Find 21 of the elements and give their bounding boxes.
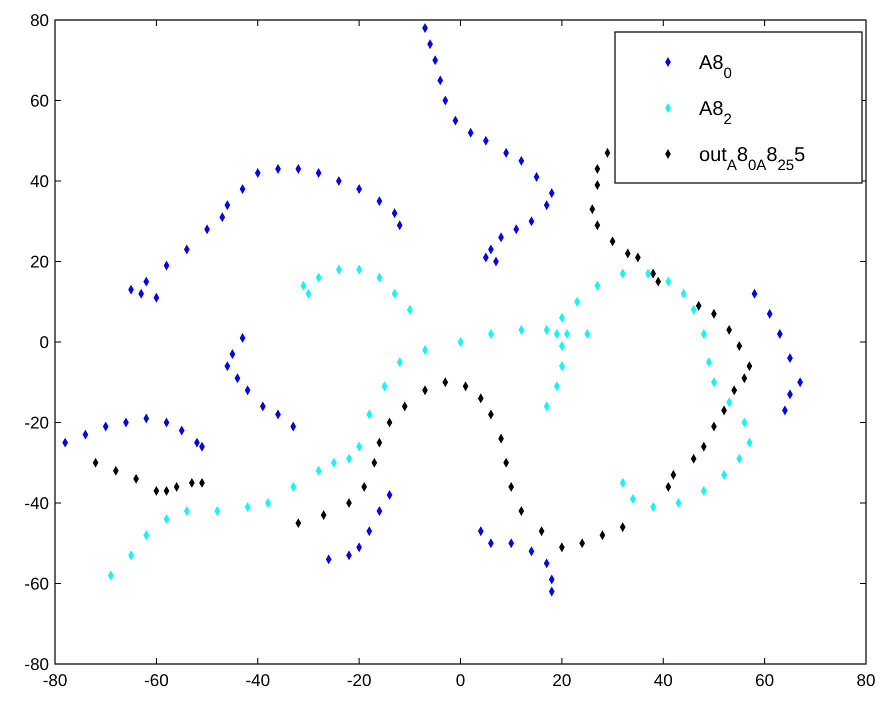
y-tick-label: -60	[24, 574, 49, 594]
y-tick-label: -20	[24, 414, 49, 432]
x-tick-label: -60	[144, 671, 169, 690]
x-tick-label: 60	[755, 671, 774, 690]
y-tick-label: -40	[24, 494, 49, 513]
legend-label: A8$_{0}$	[699, 52, 732, 82]
x-tick-label: 80	[856, 671, 876, 690]
x-tick-label: 40	[654, 671, 673, 690]
x-tick-label: -80	[42, 671, 68, 690]
x-tick-label: 0	[456, 671, 466, 690]
y-tick-label: 80	[30, 11, 49, 30]
x-tick-label: 20	[552, 671, 572, 690]
y-tick-label: 0	[40, 333, 49, 352]
y-tick-label: 40	[30, 172, 49, 191]
y-tick-label: 20	[30, 252, 49, 272]
y-tick-label: -80	[24, 655, 49, 674]
y-tick-label: 60	[30, 92, 49, 110]
x-tick-label: -20	[346, 671, 372, 690]
legend-label: out$_{A}$8$_{0A}$8$_{25}$5	[699, 144, 806, 174]
legend-label: A8$_{2}$	[699, 98, 732, 128]
x-tick-label: -40	[245, 671, 270, 690]
